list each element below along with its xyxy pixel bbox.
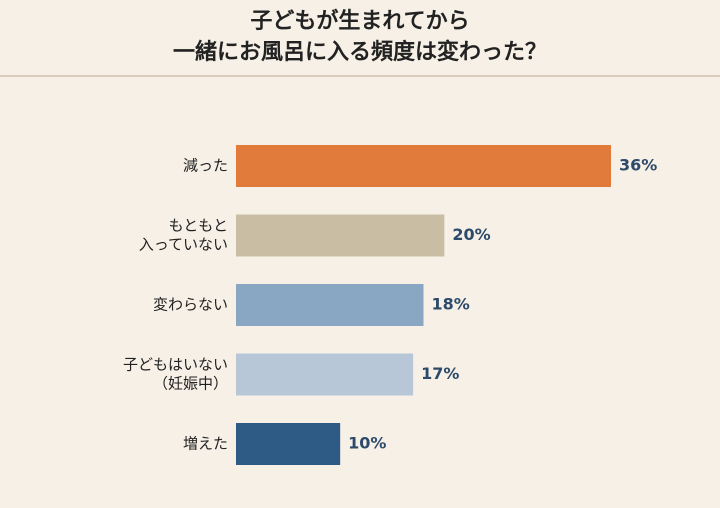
chart-title: 一緒にお風呂に入る頻度は変わった？ <box>173 39 547 65</box>
category-label: 増えた <box>183 435 228 453</box>
value-label: 18% <box>432 295 470 314</box>
value-label: 20% <box>452 225 490 244</box>
bar <box>236 145 611 187</box>
bar <box>236 353 414 396</box>
category-label: 入っていない <box>139 236 228 254</box>
category-label: 変わらない <box>153 296 228 314</box>
category-label: 子どもはいない <box>123 356 228 374</box>
chart-title: 子どもが生まれてから <box>250 8 469 34</box>
bar <box>236 284 424 326</box>
value-label: 36% <box>619 156 657 175</box>
category-label: もともと <box>169 217 228 235</box>
bar <box>236 214 445 257</box>
category-label: 減った <box>183 157 228 175</box>
bar <box>236 423 341 465</box>
value-label: 10% <box>348 434 386 453</box>
category-label: （妊娠中） <box>153 375 228 393</box>
value-label: 17% <box>421 364 459 383</box>
